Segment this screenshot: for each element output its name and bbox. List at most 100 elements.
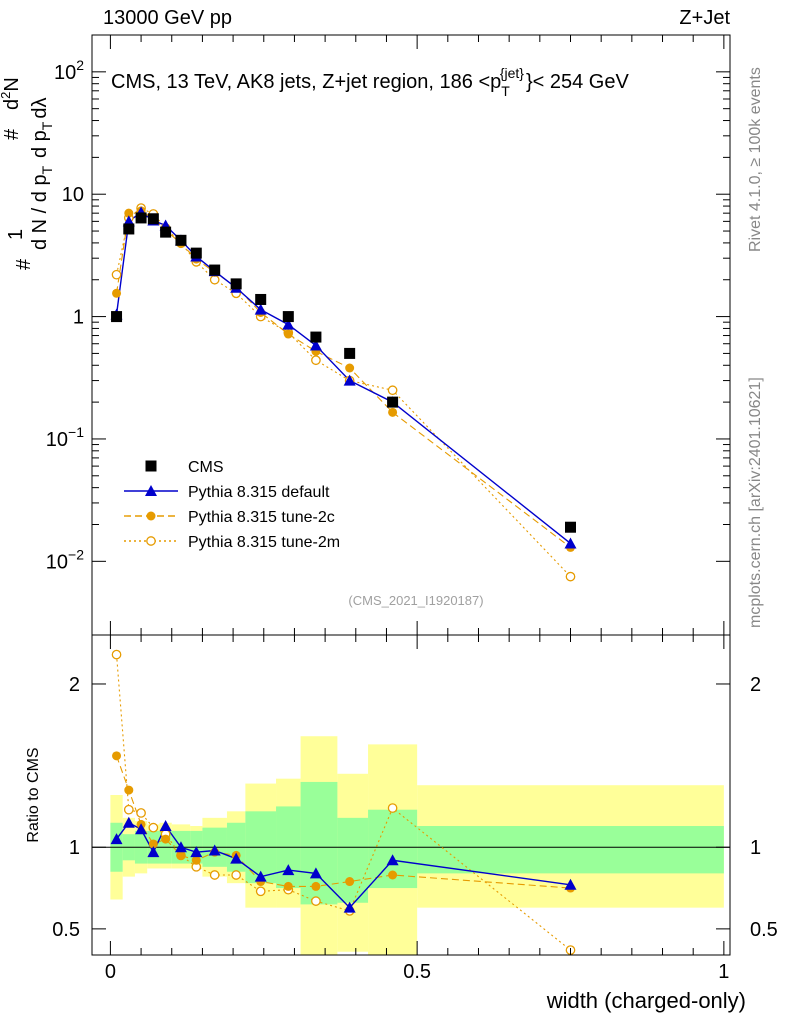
legend-marker-tune2c — [146, 511, 156, 521]
mcplots-label: mcplots.cern.ch [arXiv:2401.10621] — [747, 377, 764, 628]
ratio-point-tune2c — [283, 881, 293, 891]
ylabel-d2n-n: N — [1, 77, 23, 91]
ratio-point-default — [254, 870, 267, 882]
ratio-point-default — [135, 823, 148, 835]
point-cms — [175, 234, 187, 246]
point-cms — [387, 396, 399, 408]
ratio-point-tune2c — [124, 785, 134, 795]
ratio-uncertainty-bands — [110, 736, 724, 955]
ratio-y-tick-label-right: 2 — [750, 674, 761, 696]
ratio-point-tune2m — [136, 808, 146, 818]
header-left-label: 13000 GeV pp — [103, 7, 232, 29]
main-y-tick-label: 1 — [73, 307, 84, 329]
ylabel-d2n-2: 2 — [0, 92, 13, 99]
ratio-point-default — [230, 852, 243, 864]
main-y-tick-label: 10 — [62, 184, 84, 206]
point-tune2m — [311, 355, 321, 366]
point-default — [282, 318, 295, 330]
ratio-y-tick-label-right: 1 — [750, 837, 761, 859]
svg-text:d2N: d2N — [0, 77, 23, 110]
point-tune2m — [111, 269, 122, 280]
ylabel-d2n-d: d — [1, 99, 23, 110]
ratio-point-default — [343, 901, 356, 913]
ratio-point-tune2m — [209, 870, 220, 880]
legend-label-tune2c: Pythia 8.315 tune-2c — [188, 509, 335, 526]
point-cms — [209, 264, 221, 276]
main-y-axis-label: # 1 d N / d pT # d pTdλ d2N — [0, 77, 55, 270]
legend-marker-default — [145, 485, 157, 496]
point-tune2c — [112, 288, 122, 298]
ratio-point-default — [122, 816, 135, 828]
ratio-point-tune2m — [231, 870, 242, 880]
point-cms — [230, 278, 242, 290]
ratio-point-default — [174, 841, 187, 853]
ratio-point-default — [386, 854, 399, 866]
svg-text:1: 1 — [5, 229, 27, 240]
ratio-point-tune2c — [345, 877, 355, 887]
point-tune2c — [124, 208, 134, 218]
ratio-point-default — [110, 833, 123, 845]
rivet-label: Rivet 4.1.0, ≥ 100k events — [747, 67, 764, 252]
point-cms — [123, 223, 135, 235]
ratio-point-tune2c — [148, 839, 158, 849]
svg-text:d N / d pT: d N / d pT — [29, 165, 55, 250]
ratio-y-tick-label: 1 — [69, 837, 80, 859]
x-tick-label: 0.5 — [403, 961, 431, 983]
ratio-point-tune2m — [311, 896, 321, 906]
ratio-point-tune2m — [148, 822, 159, 833]
chart-title: CMS, 13 TeV, AK8 jets, Z+jet region, 186… — [111, 65, 629, 99]
ratio-point-tune2c — [311, 881, 321, 891]
point-cms — [135, 212, 147, 224]
ratio-point-tune2m — [111, 649, 122, 660]
point-cms — [310, 331, 322, 343]
ylabel-t1: T — [39, 165, 55, 174]
svg-text:d pTdλ: d pTdλ — [29, 98, 55, 159]
chart-title-main: CMS, 13 TeV, AK8 jets, Z+jet region, 186… — [111, 71, 501, 93]
ratio-point-tune2m — [255, 886, 266, 897]
legend-label-default: Pythia 8.315 default — [188, 484, 330, 501]
ylabel-dp: d p — [29, 130, 51, 158]
ratio-point-default — [282, 864, 295, 876]
ylabel-dn: d N / d p — [29, 174, 51, 250]
series-line-default — [115, 211, 571, 544]
point-cms — [147, 213, 159, 225]
legend-label-cms: CMS — [188, 459, 224, 476]
main-y-tick-label: 10−1 — [46, 424, 84, 451]
chart-title-sup: {jet} — [500, 65, 524, 81]
ratio-point-tune2c — [161, 834, 171, 844]
legend-marker-tune2m — [146, 536, 156, 546]
ratio-point-default — [564, 878, 577, 890]
point-default — [343, 374, 356, 386]
ratio-point-tune2c — [191, 855, 201, 865]
ratio-point-default — [309, 867, 322, 879]
series-line-tune2m — [116, 207, 571, 577]
point-tune2m — [565, 571, 576, 582]
x-tick-label: 0 — [105, 961, 116, 983]
ratio-point-tune2m — [387, 803, 398, 813]
main-y-tick-label: 10−2 — [46, 546, 84, 573]
point-tune2c — [345, 363, 355, 373]
ylabel-t2: T — [39, 121, 55, 130]
point-cms — [255, 293, 267, 305]
chart-title-tail: }< 254 GeV — [526, 71, 630, 93]
header-right-label: Z+Jet — [679, 7, 730, 29]
ratio-y-tick-label: 0.5 — [52, 919, 80, 941]
svg-text:#: # — [13, 258, 35, 270]
x-axis-label: width (charged-only) — [546, 988, 746, 1013]
ratio-point-tune2c — [176, 850, 186, 860]
ratio-point-default — [147, 846, 160, 858]
ylabel-dl: dλ — [29, 98, 51, 119]
point-cms — [190, 247, 202, 259]
point-default — [309, 339, 322, 351]
point-cms — [565, 521, 576, 533]
ratio-plot-frame — [91, 634, 731, 956]
ratio-point-tune2c — [388, 870, 398, 880]
legend: CMS Pythia 8.315 default Pythia 8.315 tune… — [124, 459, 340, 551]
point-default — [254, 303, 267, 315]
series-line-tune2c — [115, 210, 571, 548]
chart-title-sub: T — [501, 83, 510, 99]
ylabel-hash1: # — [13, 258, 35, 270]
ylabel-one: 1 — [5, 229, 27, 240]
x-tick-label: 1 — [718, 961, 729, 983]
